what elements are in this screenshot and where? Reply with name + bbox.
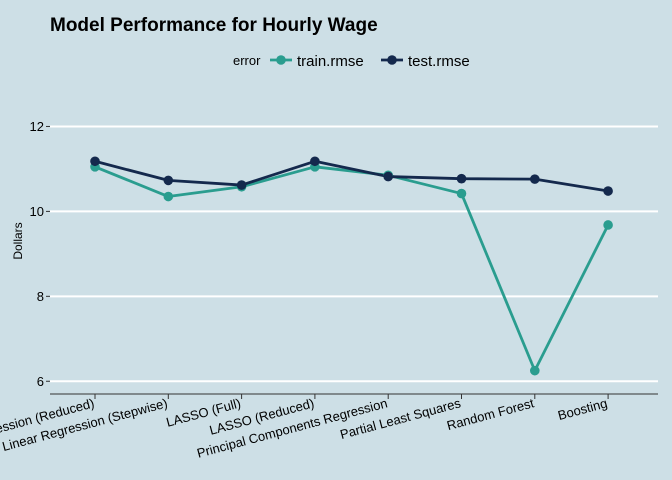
x-tick-label: Boosting <box>556 395 609 423</box>
series-points <box>90 156 613 376</box>
chart-title: Model Performance for Hourly Wage <box>50 15 378 36</box>
data-point-train-rmse <box>456 188 467 199</box>
legend-key-point <box>387 55 397 65</box>
series-line-test-rmse <box>94 159 609 193</box>
data-point-test-rmse <box>456 173 467 184</box>
x-axis: Linear Regression (Reduced)Linear Regres… <box>0 393 658 461</box>
y-tick-label: 12 <box>30 119 44 134</box>
data-point-test-rmse <box>310 156 320 167</box>
data-point-test-rmse <box>383 171 394 182</box>
gridlines <box>50 125 658 383</box>
data-point-test-rmse <box>90 156 100 167</box>
y-tick-label: 8 <box>37 289 44 304</box>
legend-label: test.rmse <box>408 53 470 70</box>
y-axis: 6 8 10 12 <box>30 119 50 389</box>
data-point-test-rmse <box>530 174 540 184</box>
data-point-test-rmse <box>163 175 174 186</box>
series-lines <box>94 159 610 373</box>
data-point-train-rmse <box>163 191 174 202</box>
data-point-train-rmse <box>530 365 540 376</box>
data-point-train-rmse <box>603 220 613 230</box>
data-point-test-rmse <box>603 186 613 196</box>
y-tick-label: 10 <box>30 204 44 219</box>
series-line-train-rmse <box>94 165 610 373</box>
legend-key-point <box>276 55 286 65</box>
y-axis-label: Dollars <box>11 222 25 259</box>
legend-title: error <box>233 53 261 68</box>
legend: error train.rmse test.rmse <box>233 53 470 70</box>
data-point-test-rmse <box>236 180 247 190</box>
y-tick-label: 6 <box>37 374 44 389</box>
legend-label: train.rmse <box>297 53 364 70</box>
